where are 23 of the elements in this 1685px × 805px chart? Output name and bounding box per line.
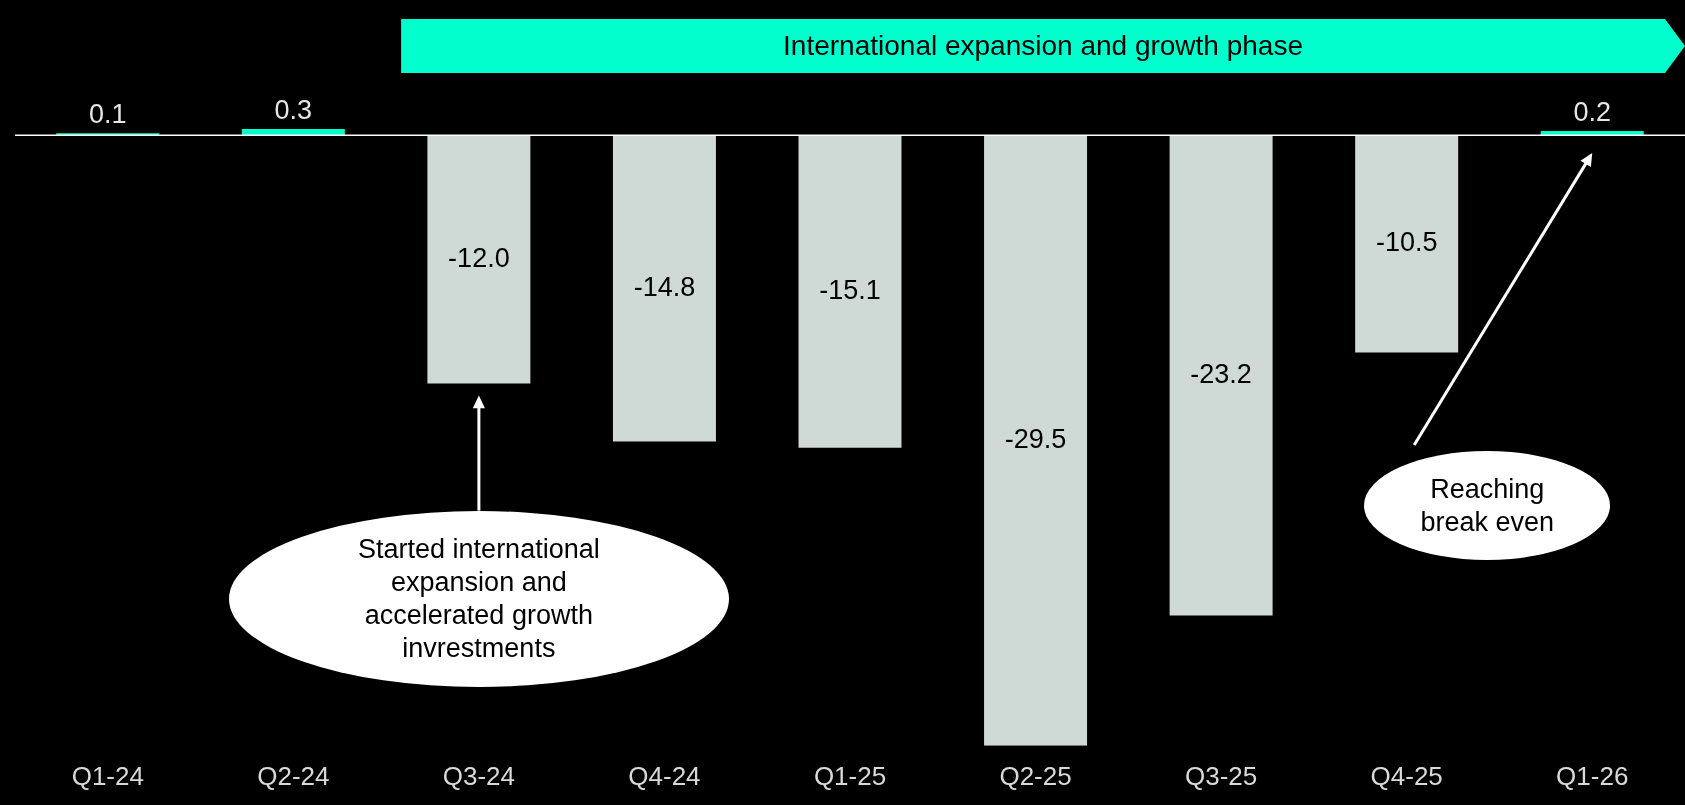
- x-tick-label: Q1-26: [1556, 760, 1629, 791]
- data-label: -10.5: [1375, 227, 1438, 258]
- x-tick-label: Q2-24: [257, 760, 330, 791]
- x-tick-label: Q2-25: [999, 760, 1072, 791]
- x-tick-label: Q1-25: [813, 760, 887, 791]
- x-tick-label: Q3-25: [1184, 760, 1258, 791]
- data-label: -12.0: [448, 242, 510, 273]
- annotation: Started international expansion and accelerated growth invrestments: [357, 532, 601, 665]
- data-label: 0.3: [274, 94, 313, 125]
- callout-bubble: Reaching break even: [1364, 451, 1611, 561]
- annotation: Reaching break even: [1419, 472, 1555, 539]
- x-tick-label: Q4-25: [1370, 760, 1443, 791]
- text: International expansion and growth phase: [401, 19, 1685, 73]
- data-label: -14.8: [633, 271, 696, 302]
- x-tick-label: Q4-24: [628, 760, 701, 791]
- data-label: -29.5: [1004, 423, 1067, 454]
- data-label: 0.2: [1573, 97, 1611, 128]
- x-tick-label: Q3-24: [442, 760, 516, 791]
- data-label: -15.1: [819, 274, 881, 305]
- data-label: -23.2: [1190, 358, 1252, 389]
- callout-bubble: Started international expansion and accelerated growth invrestments: [228, 510, 729, 687]
- data-label: 0.1: [89, 99, 127, 130]
- x-tick-label: Q1-24: [71, 760, 144, 791]
